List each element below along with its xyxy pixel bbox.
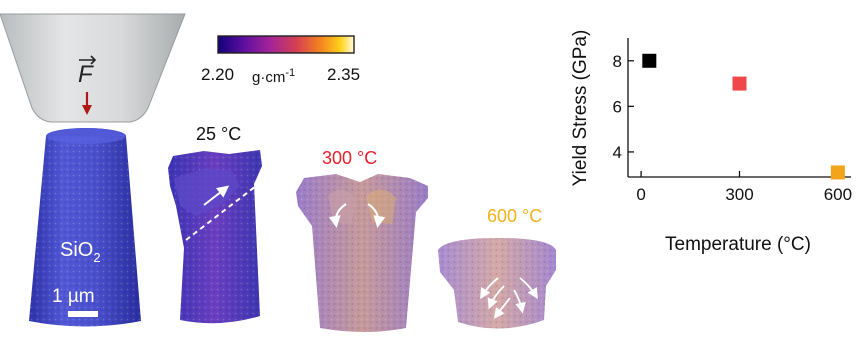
- x-axis-label: Temperature (°C): [665, 234, 811, 255]
- x-ticks: 0 300 600: [636, 171, 852, 204]
- temp-label-600: 600 °C: [487, 206, 542, 226]
- flow-arrows-600: [480, 277, 538, 319]
- flow-arrow-icon: [487, 285, 505, 310]
- data-points: [642, 53, 845, 180]
- temp-label-300: 300 °C: [322, 148, 377, 168]
- pillar-25c: 25 °C: [168, 124, 262, 324]
- yield-stress-chart: 4 6 8 0 300 600 Temperature (°C) Yield Stres…: [570, 30, 852, 255]
- colorbar-max-label: 2.35: [327, 65, 360, 84]
- material-label: SiO2: [60, 239, 101, 265]
- data-point: [830, 165, 845, 180]
- colorbar-gradient: [217, 35, 355, 54]
- pillar-300c: 300 °C: [296, 148, 428, 332]
- y-ticks: 4 6 8: [613, 52, 634, 162]
- y-tick-label: 6: [613, 97, 622, 116]
- temp-label-25: 25 °C: [196, 124, 241, 144]
- colorbar-min-label: 2.20: [201, 65, 234, 84]
- flow-arrow-icon: [328, 203, 347, 228]
- x-tick-label: 600: [824, 185, 852, 204]
- force-symbol: F: [78, 61, 94, 88]
- x-tick-label: 300: [725, 185, 753, 204]
- shear-plane-line: [185, 185, 257, 241]
- scale-bar: [68, 311, 98, 317]
- y-tick-label: 8: [613, 52, 622, 71]
- pillar-600c: 600 °C: [438, 206, 556, 329]
- vector-arrow-icon: [79, 55, 97, 65]
- flow-arrow-icon: [519, 277, 538, 300]
- shear-arrow-icon: [203, 185, 230, 206]
- data-point: [732, 76, 747, 91]
- flow-arrow-icon: [367, 203, 386, 228]
- x-tick-label: 0: [636, 185, 645, 204]
- force-vector-label: F: [78, 55, 97, 88]
- flow-arrow-icon: [513, 289, 526, 314]
- colorbar: 2.20 g·cm-1 2.35: [201, 35, 360, 86]
- y-tick-label: 4: [613, 143, 622, 162]
- data-point: [642, 53, 657, 68]
- force-arrow-icon: [82, 92, 92, 115]
- y-axis-label: Yield Stress (GPa): [570, 30, 591, 187]
- pillar-pristine: SiO2 1 µm: [29, 128, 141, 327]
- scale-bar-label: 1 µm: [52, 286, 95, 307]
- indenter: F: [0, 13, 186, 123]
- flow-arrow-icon: [480, 277, 499, 300]
- colorbar-unit: g·cm-1: [252, 67, 295, 86]
- flow-arrow-icon: [493, 297, 511, 319]
